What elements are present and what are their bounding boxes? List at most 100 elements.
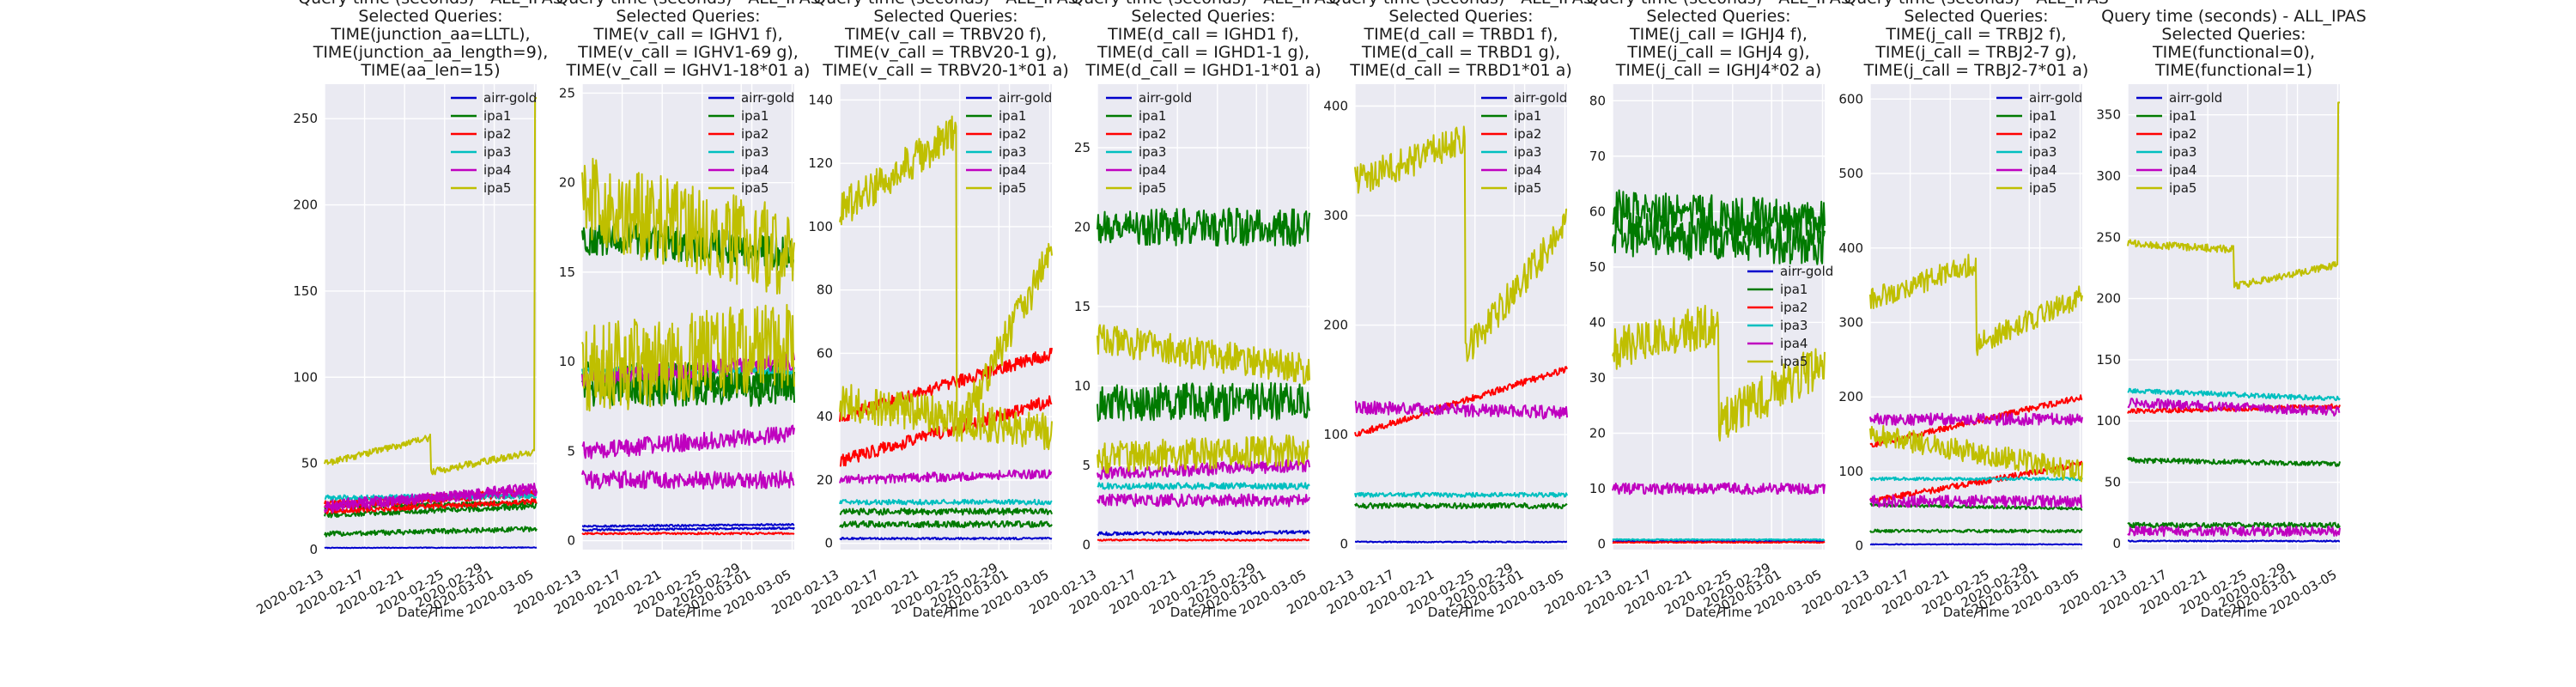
chart-panel-4: Query time (seconds) - ALL_IPASSelected … xyxy=(1026,0,1335,620)
chart-title-line: Selected Queries: xyxy=(1388,7,1533,26)
y-tick-label: 0 xyxy=(1597,537,1606,552)
series-line-ipa3 xyxy=(2127,387,2341,402)
legend-entry: ipa4 xyxy=(1780,336,1807,351)
chart-title-line: Selected Queries: xyxy=(2161,25,2306,44)
chart-panel-2: Query time (seconds) - ALL_IPASSelected … xyxy=(511,0,820,620)
series-group xyxy=(1612,189,1826,544)
legend-entry: ipa3 xyxy=(2169,144,2196,160)
chart-title-line: TIME(functional=0), xyxy=(2152,43,2315,62)
y-tick-label: 0 xyxy=(1340,537,1348,552)
series-line-ipa4 xyxy=(2127,525,2341,538)
y-tick-label: 0 xyxy=(1082,537,1091,552)
chart-title-line: TIME(d_call = IGHD1-1*01 a) xyxy=(1084,61,1321,80)
series-line-airr-gold xyxy=(582,523,795,528)
chart-panel-1: Query time (seconds) - ALL_IPASSelected … xyxy=(253,0,562,620)
series-line-ipa2 xyxy=(2127,403,2341,414)
legend-entry: ipa5 xyxy=(1139,180,1166,196)
series-line-ipa4 xyxy=(839,469,1053,485)
legend: airr-gold ipa1 ipa2 ipa3 ipa4 ipa5 xyxy=(451,90,537,196)
series-line-ipa5 xyxy=(1354,125,1568,362)
series-line-ipa4 xyxy=(1097,459,1310,480)
y-tick-label: 100 xyxy=(2096,413,2121,429)
legend-entry: ipa5 xyxy=(999,180,1026,196)
legend-entry: ipa5 xyxy=(2169,180,2196,196)
y-tick-label: 25 xyxy=(1074,140,1091,155)
series-line-ipa5 xyxy=(1097,434,1310,474)
series-line-ipa4 xyxy=(1869,494,2083,508)
y-tick-label: 80 xyxy=(817,283,833,298)
series-line-airr-gold xyxy=(2127,539,2341,543)
chart-title-line: Query time (seconds) - ALL_IPAS xyxy=(298,0,563,8)
y-tick-label: 10 xyxy=(1074,378,1091,393)
series-line-ipa4 xyxy=(581,470,795,490)
legend-entry: ipa4 xyxy=(1514,162,1541,178)
series-line-ipa5 xyxy=(839,115,1053,442)
legend-entry: ipa2 xyxy=(483,126,511,142)
chart-title-line: TIME(junction_aa_length=9), xyxy=(313,43,549,62)
y-tick-label: 300 xyxy=(2096,168,2121,184)
chart-title-line: TIME(v_call = IGHV1-18*01 a) xyxy=(566,61,811,80)
series-line-ipa1 xyxy=(1354,502,1568,510)
legend-entry: airr-gold xyxy=(2169,90,2222,106)
chart-title-line: TIME(v_call = TRBV20-1 g), xyxy=(834,43,1057,62)
chart-title-line: Query time (seconds) - ALL_IPAS xyxy=(2101,7,2366,26)
legend-entry: ipa5 xyxy=(741,180,769,196)
chart-title-line: Query time (seconds) - ALL_IPAS xyxy=(1071,0,1336,8)
y-tick-label: 600 xyxy=(1838,91,1863,106)
chart-title-line: TIME(j_call = TRBJ2-7 g), xyxy=(1874,43,2076,62)
y-tick-label: 0 xyxy=(567,533,575,549)
legend-entry: airr-gold xyxy=(741,90,794,106)
series-group xyxy=(1097,207,1310,542)
y-tick-label: 200 xyxy=(1323,318,1348,333)
y-tick-label: 250 xyxy=(2096,229,2121,245)
legend-entry: airr-gold xyxy=(1514,90,1567,106)
legend-entry: ipa2 xyxy=(1139,126,1166,142)
legend-entry: ipa1 xyxy=(483,108,511,124)
chart-title-line: TIME(v_call = TRBV20 f), xyxy=(844,25,1047,44)
y-tick-label: 250 xyxy=(293,111,318,126)
legend: airr-gold ipa1 ipa2 ipa3 ipa4 ipa5 xyxy=(1106,90,1192,196)
series-line-ipa2 xyxy=(1354,366,1568,437)
y-tick-label: 200 xyxy=(293,198,318,213)
chart-title-line: Query time (seconds) - ALL_IPAS xyxy=(1328,0,1594,8)
legend-entry: ipa2 xyxy=(741,126,769,142)
series-line-ipa4 xyxy=(2127,398,2341,417)
y-tick-label: 120 xyxy=(808,155,833,171)
legend-entry: ipa3 xyxy=(2029,144,2057,160)
y-tick-label: 150 xyxy=(2096,352,2121,368)
series-group xyxy=(1869,253,2083,546)
y-tick-label: 400 xyxy=(1838,240,1863,256)
plot-area xyxy=(1097,84,1309,550)
y-tick-label: 20 xyxy=(559,175,575,191)
chart-title-line: Query time (seconds) - ALL_IPAS xyxy=(1844,0,2109,8)
series-line-ipa5 xyxy=(1097,324,1310,385)
y-tick-label: 50 xyxy=(301,456,318,471)
legend: airr-gold ipa1 ipa2 ipa3 ipa4 ipa5 xyxy=(966,90,1052,196)
series-line-airr-gold xyxy=(1869,543,2083,546)
x-axis-label: Date/Time xyxy=(1686,605,1753,620)
legend-entry: ipa1 xyxy=(1514,108,1541,124)
chart-panel-5: Query time (seconds) - ALL_IPASSelected … xyxy=(1284,0,1593,620)
chart-title-line: TIME(j_call = TRBJ2 f), xyxy=(1885,25,2066,44)
chart-title-line: Selected Queries: xyxy=(1131,7,1275,26)
x-axis-label: Date/Time xyxy=(655,605,722,620)
y-tick-label: 50 xyxy=(1589,259,1606,275)
y-tick-label: 200 xyxy=(1838,389,1863,404)
legend-entry: ipa2 xyxy=(1514,126,1541,142)
series-line-ipa4 xyxy=(581,424,795,459)
legend-entry: ipa4 xyxy=(2029,162,2057,178)
chart-title-line: TIME(j_call = IGHJ4*02 a) xyxy=(1615,61,1822,80)
series-line-ipa1 xyxy=(1097,207,1310,247)
y-tick-label: 40 xyxy=(1589,314,1606,330)
chart-title-line: TIME(j_call = IGHJ4 g), xyxy=(1626,43,1809,62)
legend-entry: airr-gold xyxy=(483,90,537,106)
series-line-airr-gold xyxy=(581,526,795,532)
chart-title-line: TIME(d_call = TRBD1*01 a) xyxy=(1349,61,1572,80)
y-tick-label: 0 xyxy=(309,542,318,557)
chart-title-line: TIME(j_call = IGHJ4 f), xyxy=(1629,25,1807,44)
y-tick-label: 40 xyxy=(817,409,833,424)
series-line-airr-gold xyxy=(1097,530,1310,537)
legend-entry: ipa5 xyxy=(1780,354,1807,369)
y-tick-label: 300 xyxy=(1323,208,1348,223)
series-line-airr-gold xyxy=(324,546,538,550)
